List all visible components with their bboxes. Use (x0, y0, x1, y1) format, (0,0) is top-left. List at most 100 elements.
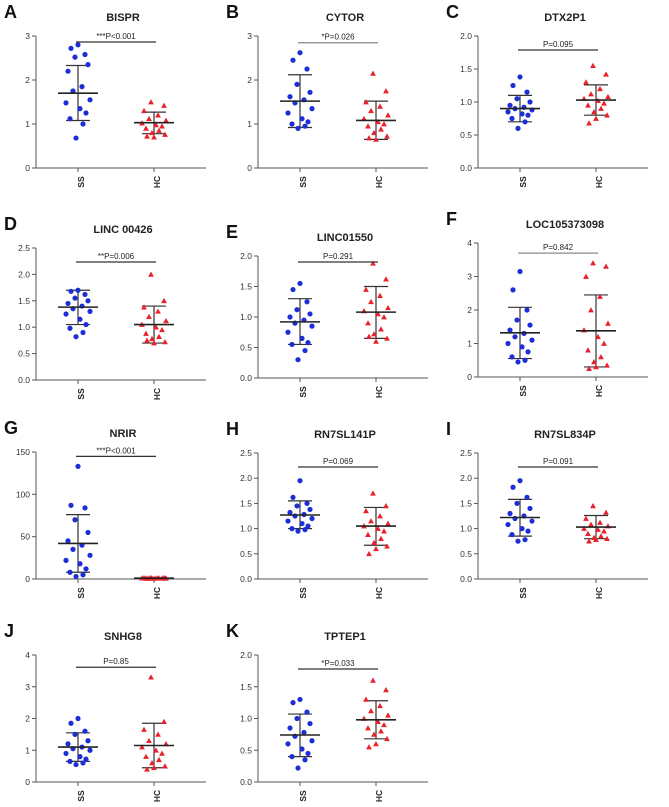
y-tick-label: 2.0 (460, 473, 472, 483)
data-point-ss (85, 62, 91, 68)
data-point-hc (377, 292, 383, 298)
data-point-ss (514, 96, 520, 102)
data-point-ss (65, 300, 71, 307)
data-point-hc (591, 359, 597, 365)
data-point-ss (287, 94, 293, 100)
data-point-hc (141, 304, 147, 310)
data-point-hc (163, 317, 169, 324)
series-ss (58, 287, 98, 340)
x-tick-label: SS (518, 587, 528, 599)
data-point-ss (65, 68, 71, 74)
data-point-ss (79, 84, 85, 90)
data-point-ss (302, 347, 308, 354)
panel-b: B CYTOR 0 1 2 3 SS HC *P=0.026 (226, 2, 428, 188)
data-point-ss (297, 696, 303, 703)
data-point-hc (366, 744, 372, 750)
y-tick-label: 0.5 (460, 549, 472, 559)
y-tick-label: 0 (467, 372, 472, 382)
data-point-hc (377, 702, 383, 709)
data-point-ss (294, 307, 300, 313)
panel-title: BISPR (106, 12, 140, 24)
data-point-ss (80, 572, 86, 578)
data-point-hc (378, 535, 384, 541)
data-point-hc (595, 333, 601, 340)
data-point-ss (290, 57, 296, 63)
data-point-hc (368, 707, 374, 714)
data-point-ss (297, 478, 303, 484)
y-tick-label: 4 (467, 238, 472, 248)
data-point-hc (586, 120, 592, 126)
series-ss (58, 463, 98, 580)
data-point-hc (368, 107, 374, 114)
panel-title: CYTOR (326, 12, 364, 24)
data-point-ss (302, 757, 308, 763)
data-point-hc (588, 91, 594, 97)
data-point-ss (80, 760, 86, 766)
panel-letter: B (226, 2, 239, 22)
x-tick-label: HC (594, 176, 604, 188)
data-point-hc (373, 545, 379, 552)
data-point-ss (305, 523, 311, 529)
y-tick-label: 1.0 (18, 322, 30, 332)
data-point-hc (593, 115, 599, 121)
data-point-hc (161, 718, 167, 724)
x-tick-label: SS (298, 386, 308, 398)
x-tick-label: HC (152, 790, 162, 802)
panel-letter: G (4, 418, 18, 438)
data-point-ss (68, 45, 74, 51)
data-point-ss (85, 738, 91, 744)
data-point-ss (524, 494, 530, 500)
data-point-hc (377, 103, 383, 109)
data-point-ss (295, 125, 301, 131)
y-tick-label: 1 (25, 745, 30, 755)
data-point-hc (141, 726, 147, 732)
data-point-hc (385, 304, 391, 311)
data-point-ss (70, 546, 76, 552)
p-value-annotation: *P=0.033 (321, 659, 355, 668)
panel-title: RN7SL834P (534, 429, 596, 441)
data-point-hc (605, 93, 611, 100)
panel-e: E LINC01550 0.0 0.5 1.0 1.5 2.0 SS HC P=0.291 (226, 222, 428, 398)
data-point-hc (604, 362, 610, 368)
data-point-ss (297, 280, 303, 287)
data-point-ss (295, 765, 301, 771)
data-point-ss (87, 97, 93, 103)
panel-letter: I (446, 419, 451, 439)
data-point-ss (294, 503, 300, 509)
data-point-hc (153, 747, 159, 753)
data-point-hc (143, 330, 149, 336)
data-point-ss (289, 121, 295, 127)
data-point-hc (603, 71, 609, 77)
data-point-hc (601, 340, 607, 346)
data-point-hc (384, 543, 390, 549)
data-point-hc (373, 741, 379, 747)
data-point-hc (368, 518, 374, 524)
data-point-hc (366, 550, 372, 557)
data-point-hc (144, 133, 150, 139)
data-point-hc (381, 721, 387, 728)
data-point-hc (601, 100, 607, 106)
data-point-ss (304, 500, 310, 506)
data-point-ss (67, 758, 73, 764)
data-point-hc (365, 725, 371, 731)
y-tick-label: 1.5 (240, 498, 252, 508)
data-point-ss (524, 307, 530, 313)
panel-title: NRIR (110, 428, 137, 440)
y-tick-label: 1 (25, 119, 30, 129)
data-point-hc (381, 314, 387, 320)
y-tick-label: 150 (16, 447, 30, 457)
panel-title: DTX2P1 (544, 12, 586, 24)
data-point-ss (289, 341, 295, 348)
data-point-hc (385, 712, 391, 718)
x-tick-label: SS (298, 790, 308, 802)
panel-letter: J (4, 621, 14, 641)
data-point-ss (295, 357, 301, 363)
y-tick-label: 0.0 (460, 163, 472, 173)
data-point-hc (586, 365, 592, 371)
x-tick-label: SS (76, 587, 86, 599)
data-point-hc (603, 263, 609, 269)
data-point-ss (515, 538, 521, 544)
data-point-ss (65, 538, 71, 544)
data-point-hc (597, 85, 603, 92)
y-tick-label: 100 (16, 489, 30, 499)
